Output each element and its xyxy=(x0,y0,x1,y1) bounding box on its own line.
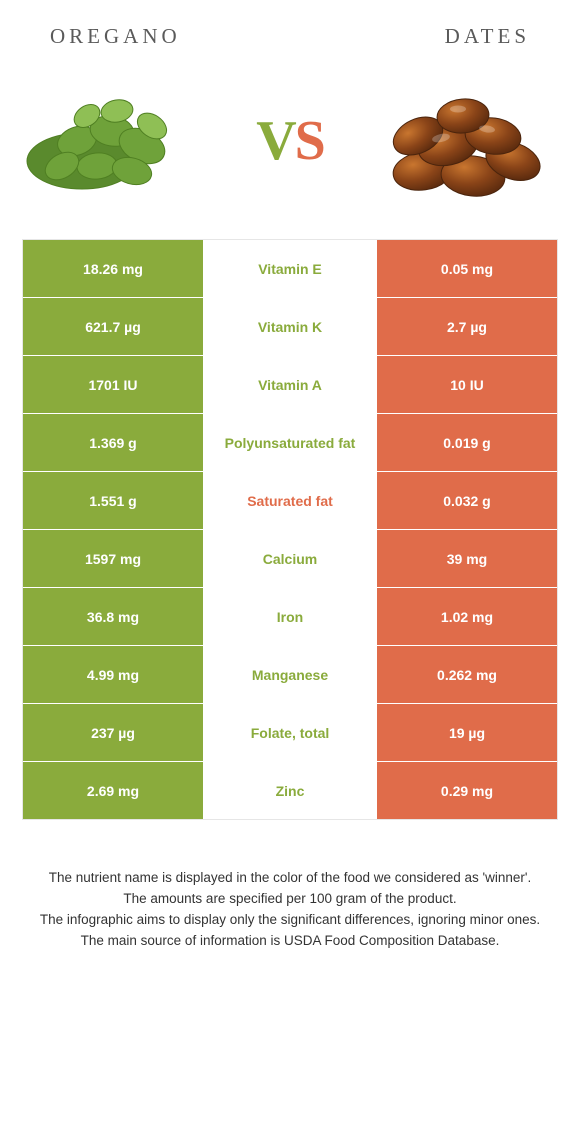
oregano-image xyxy=(22,71,222,211)
table-row: 4.99 mgManganese0.262 mg xyxy=(23,646,557,704)
right-value: 2.7 µg xyxy=(377,298,557,355)
left-value: 621.7 µg xyxy=(23,298,203,355)
oregano-icon xyxy=(22,71,222,211)
nutrient-label: Polyunsaturated fat xyxy=(203,414,377,471)
left-value: 1.551 g xyxy=(23,472,203,529)
right-value: 19 µg xyxy=(377,704,557,761)
table-row: 1701 IUVitamin A10 IU xyxy=(23,356,557,414)
page: Oregano Dates VS xyxy=(0,0,580,982)
nutrient-label: Manganese xyxy=(203,646,377,703)
nutrient-label: Zinc xyxy=(203,762,377,819)
table-row: 2.69 mgZinc0.29 mg xyxy=(23,762,557,820)
left-value: 36.8 mg xyxy=(23,588,203,645)
footnote-line: The main source of information is USDA F… xyxy=(32,931,548,952)
right-value: 0.05 mg xyxy=(377,240,557,297)
footnote-line: The infographic aims to display only the… xyxy=(32,910,548,931)
right-value: 0.032 g xyxy=(377,472,557,529)
table-row: 237 µgFolate, total19 µg xyxy=(23,704,557,762)
footnote-line: The nutrient name is displayed in the co… xyxy=(32,868,548,889)
vs-s: S xyxy=(295,110,324,172)
hero-row: VS xyxy=(22,67,558,239)
nutrient-label: Iron xyxy=(203,588,377,645)
right-value: 0.29 mg xyxy=(377,762,557,819)
nutrient-label: Vitamin A xyxy=(203,356,377,413)
nutrient-label: Vitamin K xyxy=(203,298,377,355)
left-value: 237 µg xyxy=(23,704,203,761)
footnote-line: The amounts are specified per 100 gram o… xyxy=(32,889,548,910)
right-value: 10 IU xyxy=(377,356,557,413)
footnotes: The nutrient name is displayed in the co… xyxy=(22,820,558,952)
table-row: 1.551 gSaturated fat0.032 g xyxy=(23,472,557,530)
vs-label: VS xyxy=(256,109,324,173)
right-value: 39 mg xyxy=(377,530,557,587)
title-row: Oregano Dates xyxy=(22,18,558,67)
left-value: 1701 IU xyxy=(23,356,203,413)
nutrient-label: Saturated fat xyxy=(203,472,377,529)
dates-icon xyxy=(363,76,553,206)
left-value: 18.26 mg xyxy=(23,240,203,297)
table-row: 1597 mgCalcium39 mg xyxy=(23,530,557,588)
left-value: 2.69 mg xyxy=(23,762,203,819)
right-value: 0.019 g xyxy=(377,414,557,471)
title-right: Dates xyxy=(445,24,530,49)
table-row: 36.8 mgIron1.02 mg xyxy=(23,588,557,646)
nutrient-label: Vitamin E xyxy=(203,240,377,297)
dates-image xyxy=(358,71,558,211)
nutrient-label: Folate, total xyxy=(203,704,377,761)
title-left: Oregano xyxy=(50,24,181,49)
nutrient-label: Calcium xyxy=(203,530,377,587)
left-value: 4.99 mg xyxy=(23,646,203,703)
left-value: 1597 mg xyxy=(23,530,203,587)
table-row: 621.7 µgVitamin K2.7 µg xyxy=(23,298,557,356)
left-value: 1.369 g xyxy=(23,414,203,471)
table-row: 18.26 mgVitamin E0.05 mg xyxy=(23,240,557,298)
comparison-table: 18.26 mgVitamin E0.05 mg621.7 µgVitamin … xyxy=(22,239,558,820)
vs-v: V xyxy=(256,110,294,172)
right-value: 1.02 mg xyxy=(377,588,557,645)
table-row: 1.369 gPolyunsaturated fat0.019 g xyxy=(23,414,557,472)
right-value: 0.262 mg xyxy=(377,646,557,703)
